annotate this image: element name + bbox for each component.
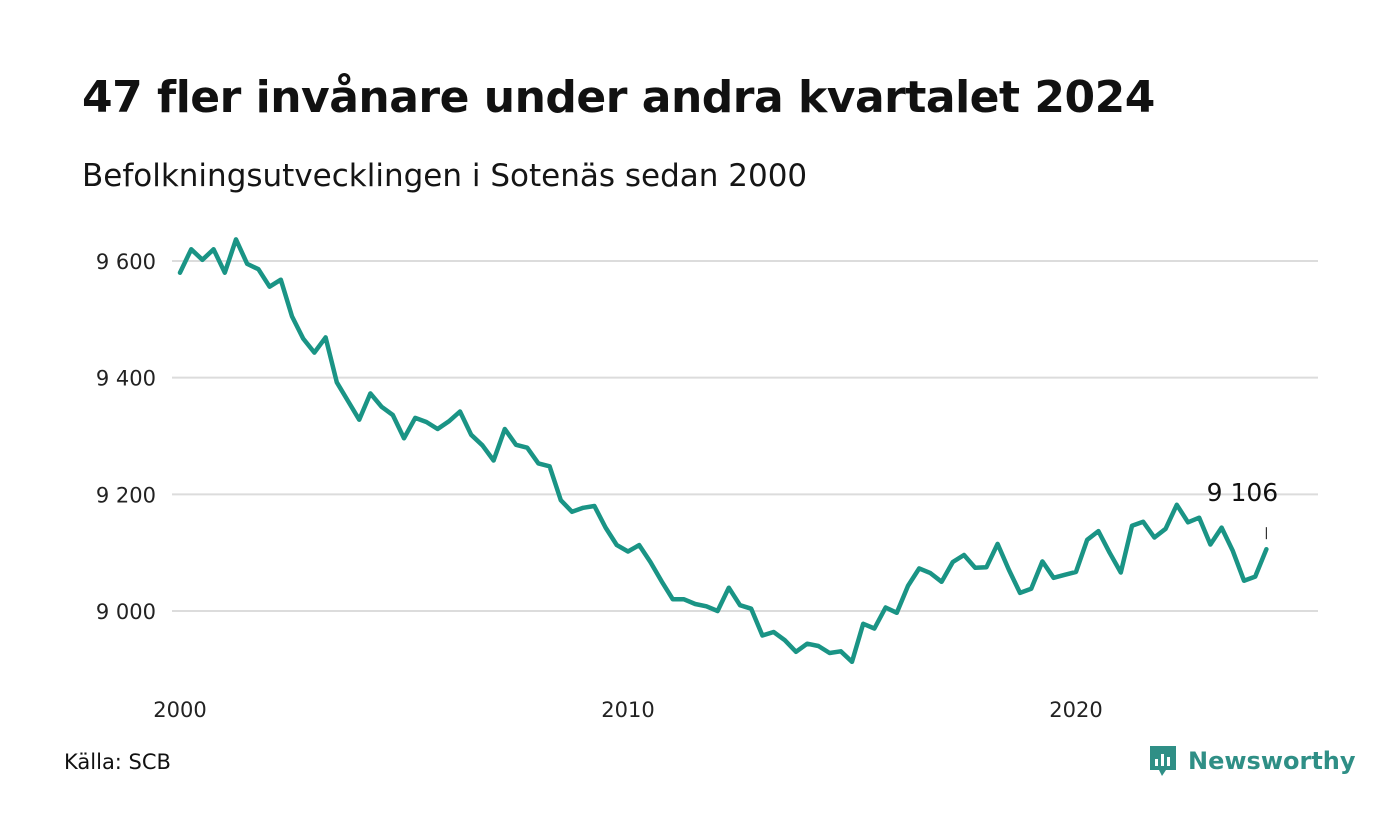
brand-name: Newsworthy [1188,747,1356,775]
y-tick-label: 9 000 [96,600,156,624]
chart-title: 47 fler invånare under andra kvartalet 2… [82,72,1155,123]
x-tick-label: 2000 [153,698,206,722]
population-line [177,237,1269,665]
x-tick-label: 2010 [601,698,654,722]
line-chart: 9 000 9 200 9 400 9 600 2000 2010 2020 9 106 [96,237,1318,722]
x-tick-label: 2020 [1049,698,1102,722]
y-tick-label: 9 600 [96,250,156,274]
x-axis-tick-labels: 2000 2010 2020 [153,698,1102,722]
source-label: Källa: SCB [64,750,171,774]
brand-logo[interactable]: Newsworthy [1148,744,1356,778]
newsworthy-logo-icon [1150,746,1176,776]
end-value-label: 9 106 [1207,478,1279,507]
y-axis-tick-labels: 9 000 9 200 9 400 9 600 [96,250,156,624]
gridlines [172,260,1318,612]
chart-subtitle: Befolkningsutvecklingen i Sotenäs sedan … [82,158,808,194]
y-tick-label: 9 200 [96,483,156,507]
y-tick-label: 9 400 [96,367,156,391]
